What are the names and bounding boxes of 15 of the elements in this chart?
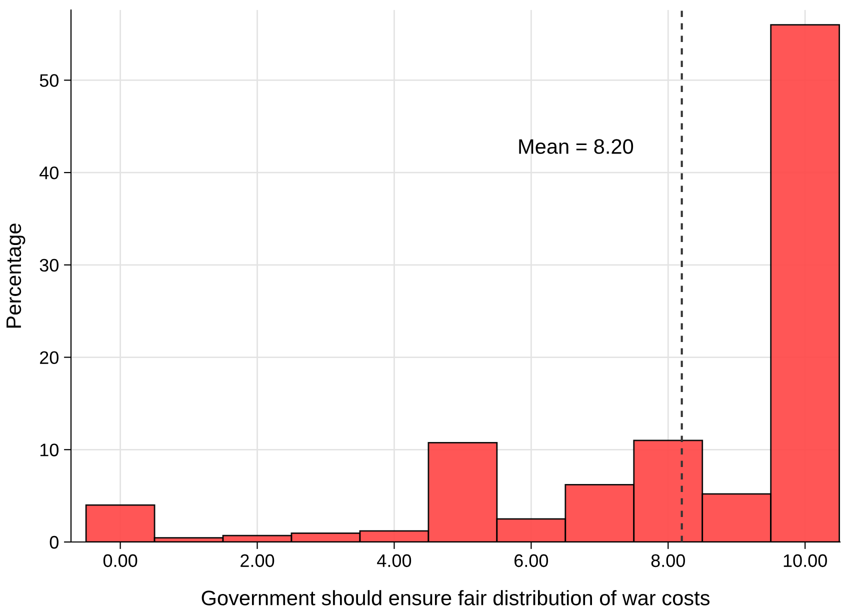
x-tick-label: 0.00 [103, 554, 138, 568]
y-tick-label: 40 [40, 166, 58, 180]
ref-line-label: Mean = 8.20 [519, 139, 634, 154]
y-axis-title: Percentage [6, 224, 26, 328]
x-tick-label: 2.00 [240, 554, 274, 568]
x-tick-label: 4.00 [377, 554, 412, 568]
x-tick-label: 6.00 [514, 554, 548, 568]
y-tick-label: 20 [40, 351, 58, 364]
y-tick-label: 10 [40, 444, 58, 456]
x-axis-title: Government should ensure fair distribution of war costs [202, 590, 710, 606]
x-tick-label: 10.00 [784, 554, 827, 568]
x-tick-label: 8.00 [651, 554, 685, 568]
y-tick-label: 50 [40, 74, 58, 87]
y-tick-label: 30 [40, 258, 58, 272]
y-tick-label: 0 [50, 536, 58, 549]
